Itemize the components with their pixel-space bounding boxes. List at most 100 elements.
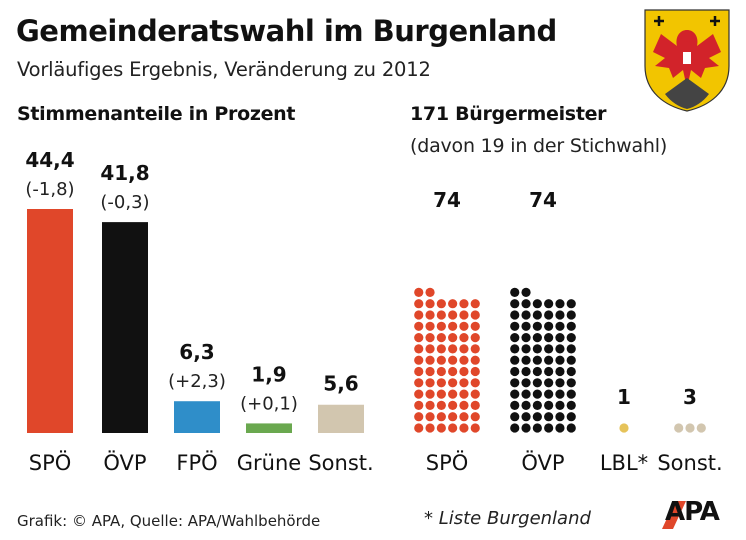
dot-0-20 [436, 389, 446, 399]
dot-0-65 [470, 310, 480, 320]
dot-0-13 [425, 400, 435, 410]
dot-0-58 [459, 321, 469, 331]
dot-value-label-1: 74 [529, 188, 557, 212]
dot-0-70 [459, 299, 469, 309]
dot-0-63 [448, 310, 458, 320]
dot-0-15 [448, 400, 458, 410]
dot-0-42 [414, 344, 424, 354]
dot-0-28 [459, 378, 469, 388]
mayors-chart-subtitle: (davon 19 in der Stichwahl) [410, 135, 668, 157]
dot-0-17 [470, 400, 480, 410]
dot-1-26 [532, 378, 542, 388]
dot-1-29 [566, 378, 576, 388]
dot-0-37 [425, 355, 435, 365]
dot-0-62 [436, 310, 446, 320]
dot-0-36 [414, 355, 424, 365]
dot-1-15 [544, 400, 554, 410]
dot-0-25 [425, 378, 435, 388]
dot-0-19 [425, 389, 435, 399]
bar-1 [102, 222, 148, 433]
dot-0-40 [459, 355, 469, 365]
dot-1-50 [532, 333, 542, 343]
dot-0-73 [425, 287, 435, 297]
dot-value-label-0: 74 [433, 188, 461, 212]
dot-1-54 [510, 321, 520, 331]
bar-3 [246, 423, 292, 433]
dot-1-45 [544, 344, 554, 354]
dot-1-4 [555, 423, 565, 433]
dot-1-18 [510, 389, 520, 399]
dot-1-65 [566, 310, 576, 320]
dot-1-48 [510, 333, 520, 343]
dot-1-12 [510, 400, 520, 410]
apa-logo-text: APA [665, 497, 720, 527]
dot-1-73 [521, 287, 531, 297]
dot-0-12 [414, 400, 424, 410]
dot-1-19 [521, 389, 531, 399]
dot-1-47 [566, 344, 576, 354]
bar-category-label-1: ÖVP [103, 450, 146, 475]
dot-1-17 [566, 400, 576, 410]
bar-change-label-1: (-0,3) [100, 192, 149, 213]
dot-0-18 [414, 389, 424, 399]
dot-1-16 [555, 400, 565, 410]
dot-1-57 [544, 321, 554, 331]
dot-0-5 [470, 423, 480, 433]
dot-1-9 [544, 412, 554, 422]
dot-0-10 [459, 412, 469, 422]
dot-1-41 [566, 355, 576, 365]
dot-0-24 [414, 378, 424, 388]
dot-0-45 [448, 344, 458, 354]
dot-1-3 [544, 423, 554, 433]
dot-0-0 [414, 423, 424, 433]
dot-1-55 [521, 321, 531, 331]
dot-0-60 [414, 310, 424, 320]
bar-4 [318, 404, 364, 433]
bar-category-label-2: FPÖ [176, 450, 217, 475]
dot-1-37 [521, 355, 531, 365]
dot-1-7 [521, 412, 531, 422]
dot-1-13 [521, 400, 531, 410]
dot-1-6 [510, 412, 520, 422]
dot-1-52 [555, 333, 565, 343]
dot-1-22 [555, 389, 565, 399]
dot-3-2 [696, 423, 706, 433]
page-subtitle: Vorläufiges Ergebnis, Veränderung zu 201… [17, 58, 431, 81]
dot-0-33 [448, 366, 458, 377]
mayors-chart-title: 171 Bürgermeister [410, 103, 607, 125]
bar-change-label-2: (+2,3) [168, 371, 226, 392]
dot-value-label-3: 3 [683, 385, 697, 409]
dot-1-61 [521, 310, 531, 320]
dot-1-24 [510, 378, 520, 388]
dot-0-39 [448, 355, 458, 365]
dot-1-51 [544, 333, 554, 343]
dot-1-72 [510, 287, 520, 297]
bar-value-label-3: 1,9 [251, 362, 286, 386]
dot-0-72 [414, 287, 424, 297]
dot-category-label-3: Sonst. [657, 451, 722, 475]
dot-0-22 [459, 389, 469, 399]
dot-0-69 [448, 299, 458, 309]
votes-chart-title: Stimmenanteile in Prozent [17, 103, 296, 125]
dot-0-71 [470, 299, 480, 309]
dot-0-31 [425, 366, 435, 377]
dot-1-8 [532, 412, 542, 422]
dot-0-48 [414, 333, 424, 343]
dot-1-10 [555, 412, 565, 422]
dot-1-64 [555, 310, 565, 320]
dot-1-0 [510, 423, 520, 433]
dot-value-label-2: 1 [617, 385, 631, 409]
dot-0-38 [436, 355, 446, 365]
dot-1-31 [521, 366, 531, 377]
dot-1-5 [566, 423, 576, 433]
dot-0-54 [414, 321, 424, 331]
dot-0-61 [425, 310, 435, 320]
dot-0-23 [470, 389, 480, 399]
dot-0-50 [436, 333, 446, 343]
dot-1-11 [566, 412, 576, 422]
dot-1-44 [532, 344, 542, 354]
dot-0-11 [470, 412, 480, 422]
dot-1-35 [566, 366, 576, 377]
dot-1-70 [555, 299, 565, 309]
dot-0-1 [425, 423, 435, 433]
